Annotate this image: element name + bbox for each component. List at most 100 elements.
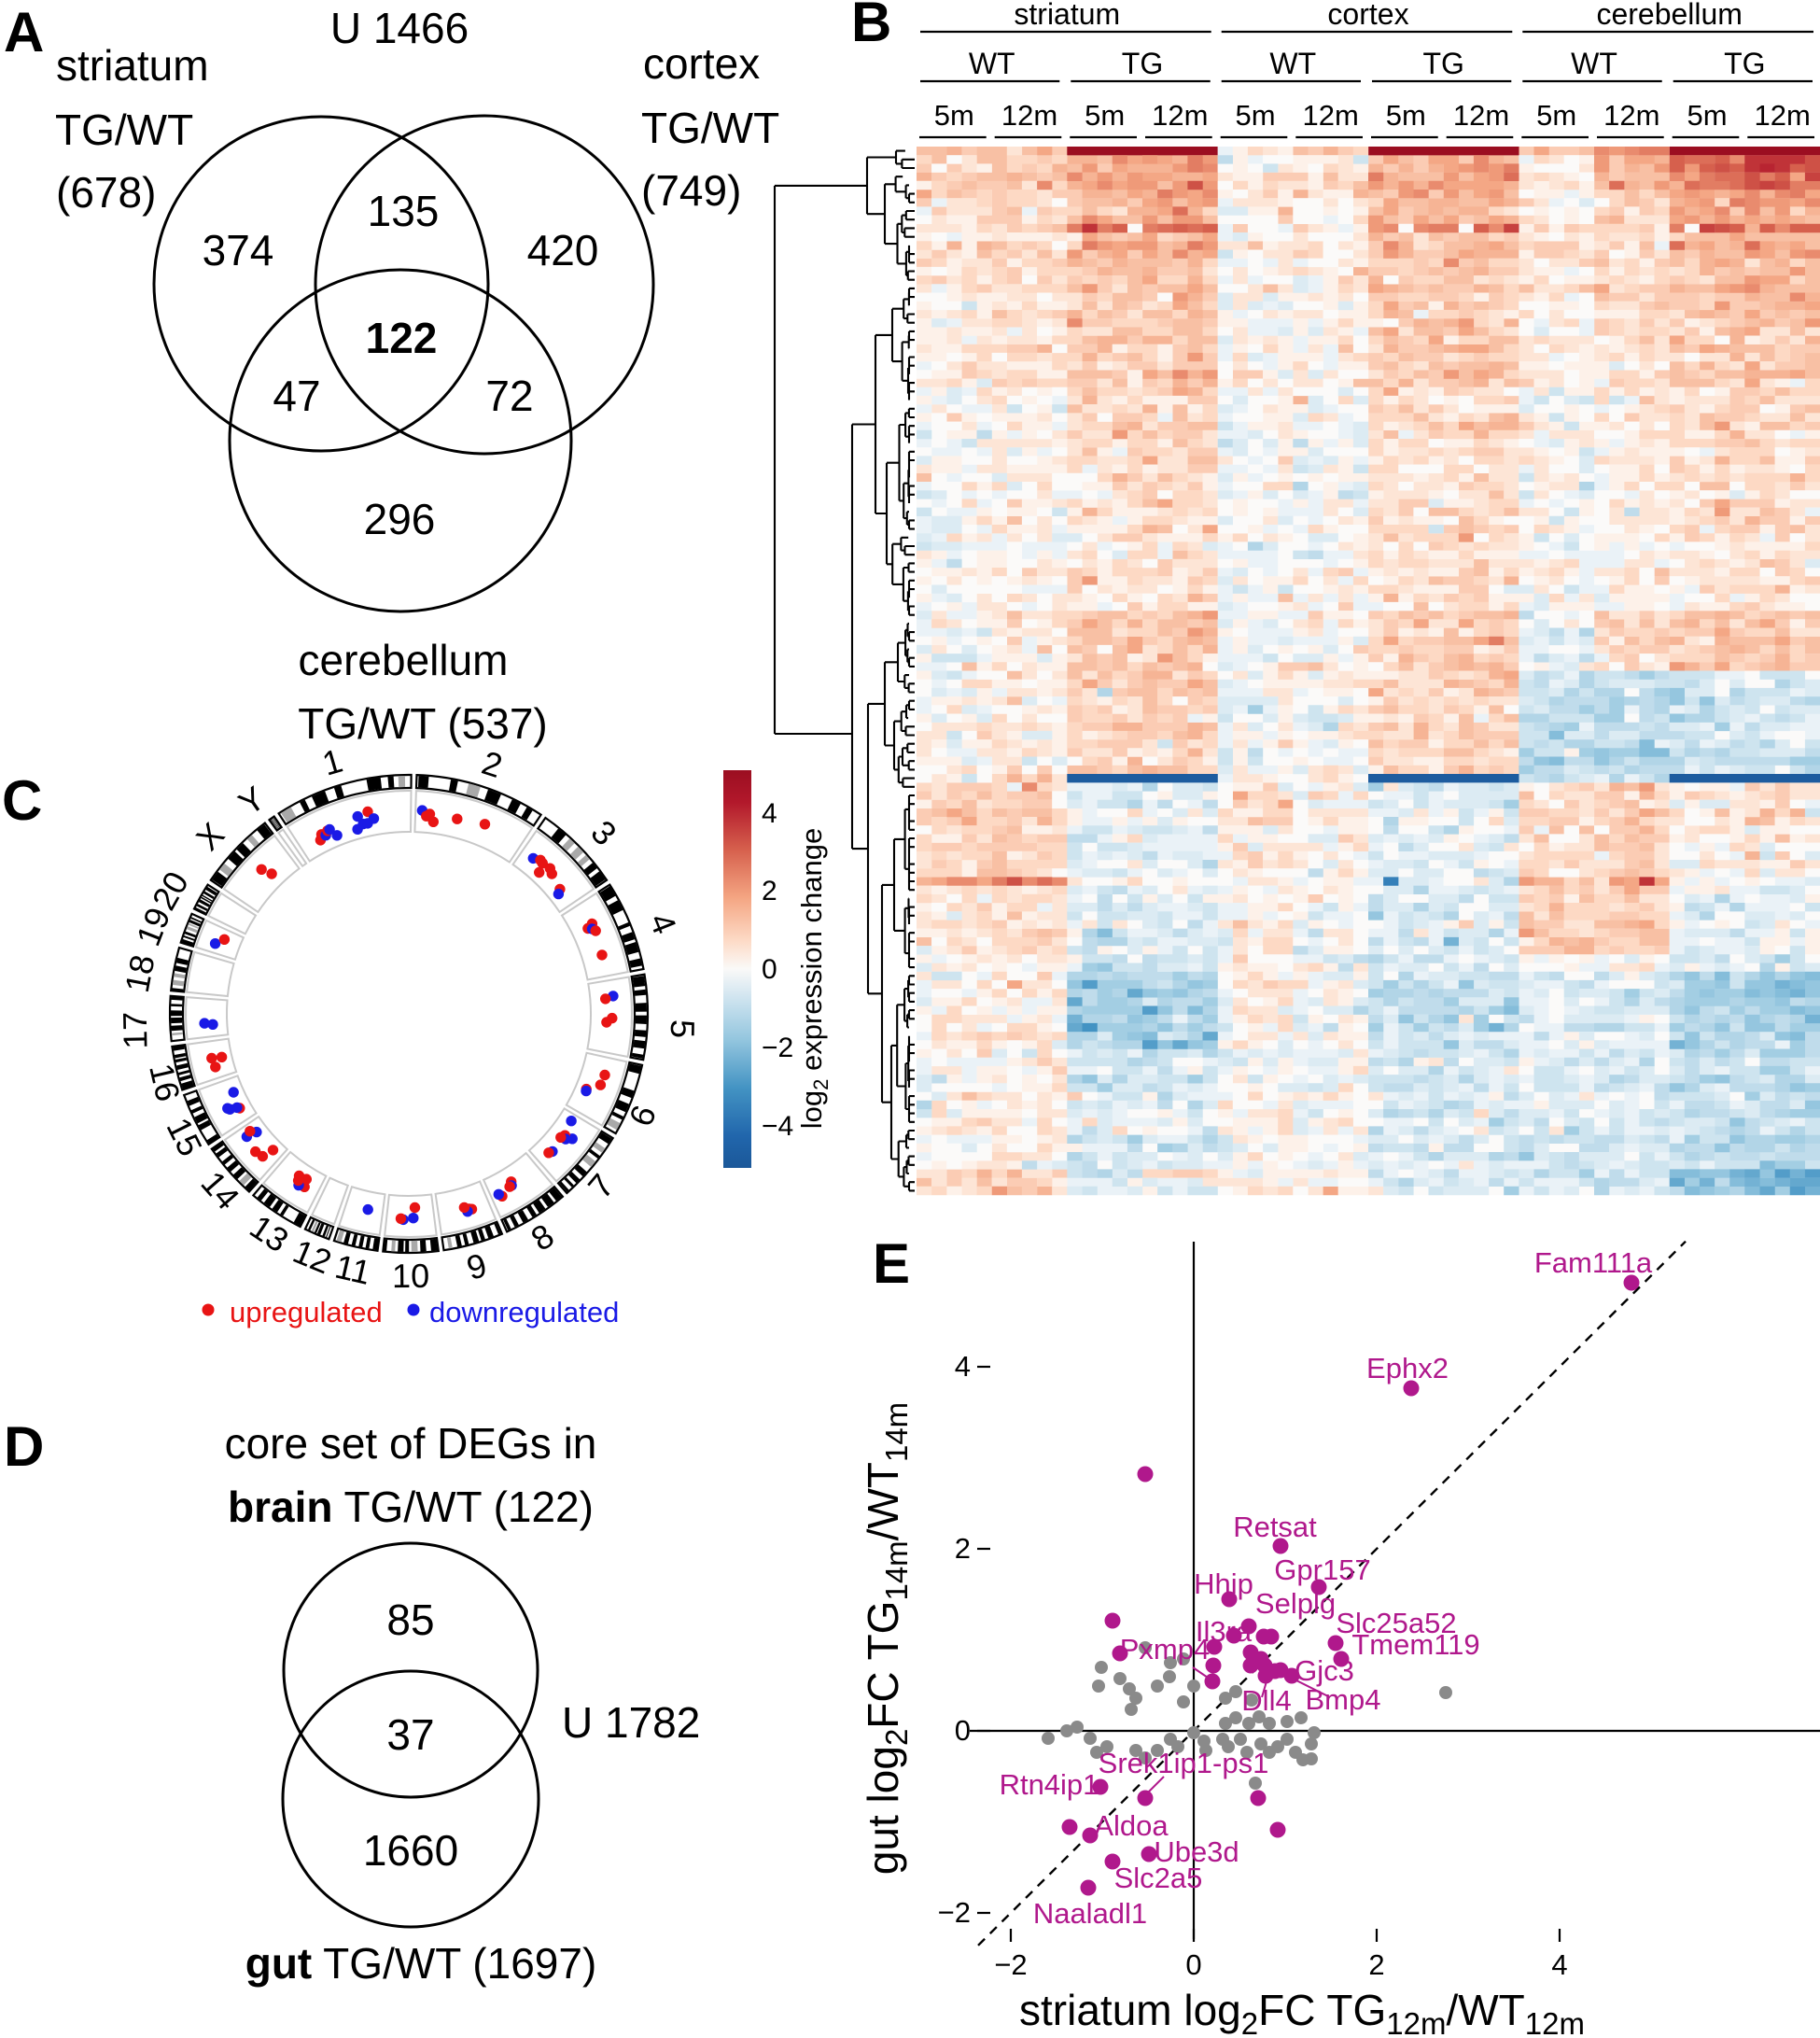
svg-text:6: 6 (622, 1100, 664, 1131)
svg-text:7: 7 (581, 1167, 622, 1206)
svg-text:−2: −2 (938, 1896, 971, 1929)
svg-text:5m: 5m (1536, 99, 1576, 132)
svg-text:WT: WT (1571, 47, 1617, 80)
svg-text:Pxmp4: Pxmp4 (1120, 1633, 1210, 1666)
svg-text:TG/WT: TG/WT (55, 105, 193, 154)
svg-text:374: 374 (203, 226, 274, 274)
svg-text:420: 420 (527, 226, 599, 274)
svg-text:cortex: cortex (1327, 0, 1408, 31)
svg-text:core set of DEGs in: core set of DEGs in (225, 1419, 597, 1468)
svg-text:Slc25a52: Slc25a52 (1336, 1607, 1456, 1639)
svg-text:cerebellum: cerebellum (1596, 0, 1743, 31)
svg-text:Fam111a: Fam111a (1534, 1246, 1653, 1279)
svg-text:gut TG/WT (1697): gut TG/WT (1697) (245, 1939, 597, 1988)
svg-text:9: 9 (462, 1245, 490, 1287)
svg-text:B: B (851, 0, 891, 53)
svg-text:Ephx2: Ephx2 (1366, 1352, 1449, 1384)
svg-text:2: 2 (955, 1532, 971, 1565)
svg-text:Hhip: Hhip (1194, 1567, 1253, 1600)
svg-text:1660: 1660 (363, 1826, 458, 1875)
svg-text:Gjc3: Gjc3 (1295, 1654, 1354, 1687)
svg-text:85: 85 (386, 1595, 434, 1644)
svg-text:−4: −4 (762, 1111, 793, 1142)
svg-text:4: 4 (955, 1350, 971, 1383)
svg-text:striatum log2FC TG12m​/WT12m​: striatum log2FC TG12m​/WT12m​ (1019, 1986, 1585, 2038)
svg-text:−2: −2 (762, 1033, 793, 1063)
svg-text:12m: 12m (1603, 99, 1659, 132)
svg-text:gut log2FC TG14m​/WT14m​: gut log2FC TG14m​/WT14m​ (859, 1402, 914, 1875)
svg-text:downregulated: downregulated (429, 1296, 619, 1328)
svg-text:11: 11 (331, 1247, 374, 1292)
svg-text:cortex: cortex (643, 39, 760, 88)
svg-text:18: 18 (118, 951, 162, 995)
svg-text:2: 2 (762, 876, 777, 907)
svg-text:WT: WT (1269, 47, 1316, 80)
svg-text:37: 37 (386, 1710, 434, 1759)
svg-text:0: 0 (762, 954, 777, 985)
svg-text:X: X (189, 815, 231, 858)
svg-text:−2: −2 (994, 1948, 1027, 1981)
svg-text:Dll4: Dll4 (1241, 1684, 1291, 1717)
svg-text:Retsat: Retsat (1233, 1511, 1317, 1543)
svg-text:brain TG/WT (122): brain TG/WT (122) (228, 1483, 594, 1531)
svg-text:4: 4 (1551, 1948, 1567, 1981)
svg-text:Tmem119: Tmem119 (1351, 1628, 1479, 1661)
svg-text:E: E (873, 1232, 910, 1295)
svg-text:47: 47 (273, 372, 320, 420)
svg-text:5m: 5m (934, 99, 974, 132)
svg-text:16: 16 (142, 1060, 188, 1104)
svg-text:(749): (749) (641, 166, 741, 215)
svg-text:122: 122 (366, 314, 438, 362)
svg-text:Il3ra: Il3ra (1196, 1615, 1253, 1648)
svg-text:2: 2 (478, 743, 508, 785)
svg-text:4: 4 (762, 798, 777, 829)
svg-text:TG: TG (1422, 47, 1463, 80)
svg-text:TG/WT: TG/WT (641, 104, 779, 152)
svg-text:Naaladl1: Naaladl1 (1033, 1897, 1147, 1930)
svg-text:72: 72 (485, 372, 533, 420)
svg-text:striatum: striatum (1014, 0, 1120, 31)
svg-text:Gpr157: Gpr157 (1274, 1553, 1370, 1586)
svg-text:5: 5 (664, 1019, 702, 1039)
svg-text:5m: 5m (1687, 99, 1727, 132)
svg-text:TG: TG (1122, 47, 1163, 80)
svg-text:5m: 5m (1085, 99, 1125, 132)
svg-text:12m: 12m (1152, 99, 1208, 132)
svg-text:17: 17 (116, 1011, 155, 1049)
svg-text:log2 expression change: log2 expression change (795, 828, 833, 1129)
svg-text:upregulated: upregulated (230, 1296, 383, 1328)
svg-text:WT: WT (969, 47, 1015, 80)
svg-text:0: 0 (955, 1714, 971, 1747)
svg-text:12m: 12m (1755, 99, 1811, 132)
svg-text:8: 8 (525, 1216, 561, 1258)
svg-text:10: 10 (392, 1257, 429, 1295)
svg-text:Rtn4ip1: Rtn4ip1 (1000, 1768, 1099, 1801)
svg-text:U 1466: U 1466 (330, 4, 469, 52)
svg-text:5m: 5m (1235, 99, 1275, 132)
svg-text:TG/WT (537): TG/WT (537) (298, 699, 548, 748)
svg-text:2: 2 (1368, 1948, 1384, 1981)
svg-text:12m: 12m (1001, 99, 1057, 132)
svg-text:A: A (4, 1, 44, 63)
svg-text:Slc2a5: Slc2a5 (1114, 1862, 1203, 1894)
svg-text:Aldoa: Aldoa (1094, 1809, 1169, 1842)
svg-text:(678): (678) (56, 168, 156, 217)
svg-text:C: C (2, 769, 42, 832)
svg-text:D: D (4, 1415, 44, 1478)
svg-text:0: 0 (1185, 1948, 1201, 1981)
svg-text:3: 3 (583, 812, 623, 852)
svg-text:4: 4 (642, 907, 685, 939)
svg-text:135: 135 (368, 187, 440, 235)
svg-text:Bmp4: Bmp4 (1306, 1683, 1381, 1716)
svg-text:5m: 5m (1386, 99, 1426, 132)
svg-text:Selplg: Selplg (1255, 1587, 1336, 1620)
svg-text:TG: TG (1724, 47, 1765, 80)
svg-text:Ube3d: Ube3d (1154, 1835, 1239, 1868)
svg-text:Y: Y (231, 779, 272, 822)
svg-text:U 1782: U 1782 (562, 1698, 700, 1747)
svg-text:striatum: striatum (56, 41, 209, 90)
svg-text:cerebellum: cerebellum (299, 636, 509, 684)
svg-text:12m: 12m (1303, 99, 1359, 132)
svg-text:296: 296 (364, 495, 436, 543)
svg-text:Srek1ip1-ps1: Srek1ip1-ps1 (1099, 1747, 1269, 1779)
